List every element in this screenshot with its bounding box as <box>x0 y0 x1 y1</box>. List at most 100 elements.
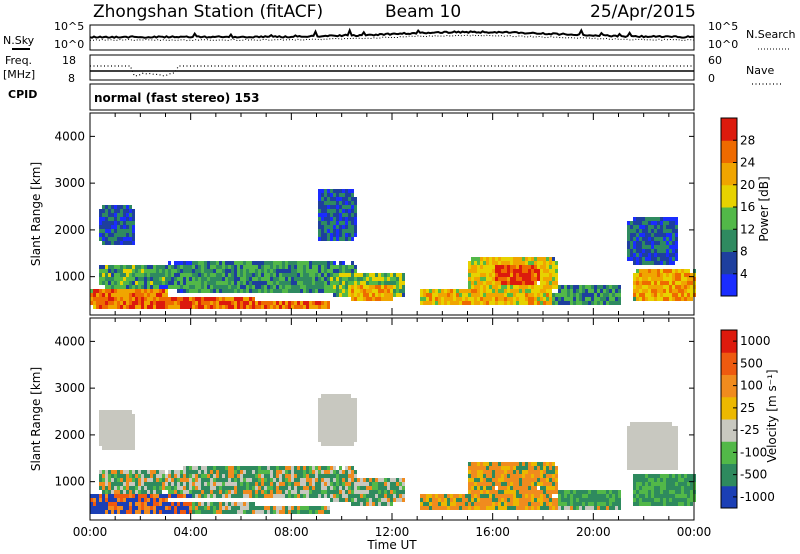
echo-cell <box>147 478 150 482</box>
echo-cell <box>279 506 282 510</box>
echo-cell <box>528 273 531 277</box>
echo-cell <box>600 285 603 289</box>
echo-cell <box>198 273 201 277</box>
echo-cell <box>114 430 117 434</box>
echo-cell <box>126 410 129 414</box>
echo-cell <box>198 301 201 305</box>
echo-cell <box>132 486 135 490</box>
echo-cell <box>576 301 579 305</box>
echo-cell <box>360 277 363 281</box>
echo-cell <box>207 289 210 293</box>
echo-cell <box>207 474 210 478</box>
echo-cell <box>255 289 258 293</box>
echo-cell <box>675 454 678 458</box>
echo-cell <box>339 273 342 277</box>
echo-cell <box>171 486 174 490</box>
echo-cell <box>501 273 504 277</box>
echo-cell <box>225 277 228 281</box>
echo-cell <box>288 285 291 289</box>
echo-cell <box>636 297 639 301</box>
echo-cell <box>468 498 471 502</box>
echo-cell <box>555 506 558 510</box>
echo-cell <box>153 490 156 494</box>
echo-cell <box>492 285 495 289</box>
echo-cell <box>384 297 387 301</box>
colorbar-tick-label: -25 <box>740 423 760 437</box>
echo-cell <box>165 498 168 502</box>
echo-cell <box>102 410 105 414</box>
echo-cell <box>195 277 198 281</box>
echo-cell <box>519 285 522 289</box>
echo-cell <box>237 269 240 273</box>
echo-cell <box>576 506 579 510</box>
echo-cell <box>546 470 549 474</box>
echo-cell <box>126 225 129 229</box>
echo-cell <box>333 410 336 414</box>
nave-line <box>90 65 694 77</box>
echo-cell <box>537 261 540 265</box>
echo-cell <box>213 478 216 482</box>
echo-cell <box>336 430 339 434</box>
echo-cell <box>165 305 168 309</box>
echo-cell <box>291 277 294 281</box>
echo-cell <box>498 265 501 269</box>
echo-cell <box>582 490 585 494</box>
echo-cell <box>105 426 108 430</box>
echo-cell <box>108 418 111 422</box>
echo-cell <box>105 269 108 273</box>
echo-cell <box>516 494 519 498</box>
echo-cell <box>99 233 102 237</box>
echo-cell <box>201 269 204 273</box>
echo-cell <box>186 490 189 494</box>
echo-cell <box>264 265 267 269</box>
echo-cell <box>513 277 516 281</box>
echo-cell <box>321 402 324 406</box>
echo-cell <box>318 229 321 233</box>
echo-cell <box>105 502 108 506</box>
echo-cell <box>519 502 522 506</box>
noise-right-tick-bottom: 10^0 <box>708 38 738 51</box>
echo-cell <box>654 249 657 253</box>
echo-cell <box>648 446 651 450</box>
echo-cell <box>465 498 468 502</box>
echo-cell <box>537 482 540 486</box>
echo-cell <box>276 301 279 305</box>
echo-cell <box>546 281 549 285</box>
echo-cell <box>351 474 354 478</box>
echo-cell <box>561 490 564 494</box>
echo-cell <box>333 430 336 434</box>
echo-cell <box>252 277 255 281</box>
echo-cell <box>261 482 264 486</box>
echo-cell <box>492 474 495 478</box>
echo-cell <box>681 293 684 297</box>
echo-cell <box>678 486 681 490</box>
echo-cell <box>636 462 639 466</box>
echo-cell <box>333 197 336 201</box>
echo-cell <box>501 277 504 281</box>
echo-cell <box>396 494 399 498</box>
echo-cell <box>630 229 633 233</box>
echo-cell <box>333 434 336 438</box>
echo-cell <box>198 490 201 494</box>
echo-cell <box>378 285 381 289</box>
echo-cell <box>336 189 339 193</box>
echo-cell <box>261 494 264 498</box>
echo-cell <box>177 490 180 494</box>
echo-cell <box>117 297 120 301</box>
echo-cell <box>189 494 192 498</box>
echo-cell <box>252 478 255 482</box>
echo-cell <box>93 301 96 305</box>
echo-cell <box>654 281 657 285</box>
echo-cell <box>690 482 693 486</box>
echo-cell <box>531 265 534 269</box>
echo-cell <box>210 490 213 494</box>
echo-cell <box>132 470 135 474</box>
echo-cell <box>327 510 330 514</box>
echo-cell <box>381 486 384 490</box>
echo-cell <box>120 269 123 273</box>
echo-cell <box>168 474 171 478</box>
echo-cell <box>645 482 648 486</box>
echo-cell <box>102 241 105 245</box>
echo-cell <box>495 474 498 478</box>
echo-cell <box>129 233 132 237</box>
